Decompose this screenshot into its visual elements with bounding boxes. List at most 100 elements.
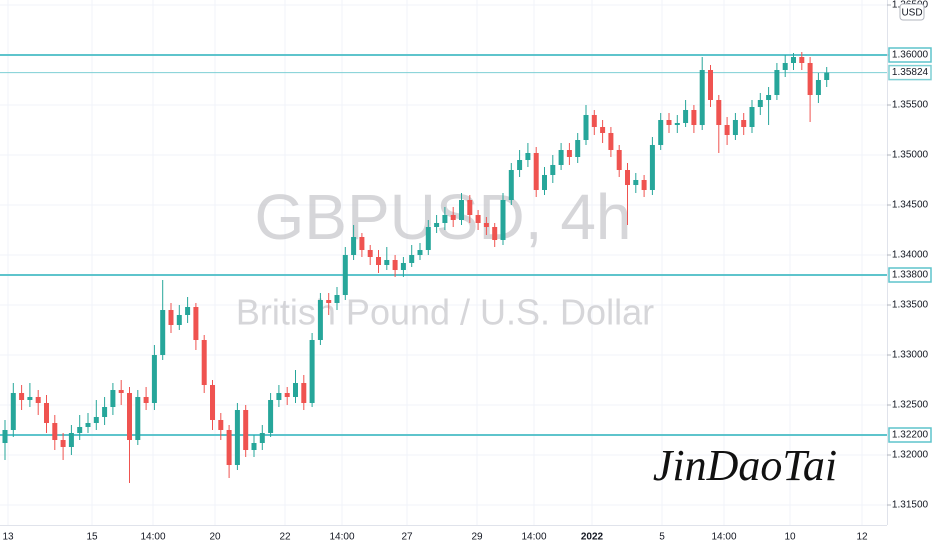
candle-body — [384, 260, 390, 265]
candle-body — [251, 443, 257, 450]
candle-body — [533, 153, 539, 190]
candle-body — [508, 170, 514, 200]
candle-body — [400, 263, 406, 270]
candle-body — [608, 133, 614, 150]
candle-body — [525, 153, 531, 160]
candle-body — [243, 410, 249, 450]
candle-body — [102, 407, 108, 417]
candle-body — [799, 57, 805, 63]
candle-body — [824, 72, 830, 80]
x-tick-label: 14:00 — [329, 532, 354, 543]
x-tick-label: 20 — [209, 532, 221, 543]
x-tick-label: 10 — [784, 532, 796, 543]
candle-body — [732, 120, 738, 135]
candle-body — [143, 397, 149, 403]
candle-body — [151, 355, 157, 403]
y-tick-label: 1.33500 — [892, 300, 929, 311]
x-tick-label: 12 — [856, 532, 868, 543]
candle-body — [160, 310, 166, 355]
candle-body — [566, 150, 572, 157]
candle-body — [19, 393, 25, 400]
level-label-box — [888, 47, 932, 63]
candle-body — [35, 397, 41, 403]
y-tick-label: 1.35000 — [892, 150, 929, 161]
candle-body — [683, 110, 689, 123]
candle-body — [583, 115, 589, 140]
candle-body — [749, 107, 755, 127]
candle-body — [118, 390, 124, 393]
x-tick-label: 5 — [659, 532, 665, 543]
candle-body — [483, 223, 489, 227]
x-tick-label: 14:00 — [140, 532, 165, 543]
candle-body — [442, 215, 448, 223]
x-tick-label: 27 — [401, 532, 413, 543]
y-tick-label: 1.31500 — [892, 500, 929, 511]
x-tick-label: 2022 — [581, 532, 604, 543]
candle-body — [44, 403, 49, 423]
candle-body — [268, 400, 274, 433]
level-label: 1.36000 — [892, 50, 929, 61]
candle-body — [293, 383, 298, 397]
y-tick-label: 1.33000 — [892, 350, 929, 361]
candle-body — [10, 393, 16, 430]
currency: USD — [901, 8, 922, 19]
level-label-box — [888, 64, 932, 81]
x-tick-label: 14:00 — [521, 532, 546, 543]
candle-body — [492, 227, 498, 240]
candle-body — [77, 427, 83, 433]
candle-body — [691, 110, 697, 125]
level-label: 1.35824 — [892, 67, 929, 78]
candle-body — [52, 423, 58, 440]
candle-body — [309, 340, 315, 403]
candle-body — [425, 227, 431, 250]
candle-body — [558, 150, 564, 165]
candle-body — [757, 100, 763, 107]
candle-body — [342, 255, 348, 295]
candle-body — [782, 63, 788, 70]
candle-body — [226, 430, 232, 465]
candle-body — [600, 127, 606, 133]
candle-body — [791, 57, 796, 63]
candle-body — [417, 250, 423, 255]
signature: JinDaoTai — [653, 441, 837, 490]
candle-body — [633, 180, 639, 185]
candle-body — [127, 393, 132, 440]
candle-body — [815, 80, 821, 95]
candle-body — [724, 125, 730, 135]
candle-body — [218, 420, 224, 430]
candle-body — [234, 410, 240, 465]
candle-body — [367, 250, 373, 257]
candle-body — [351, 237, 357, 255]
y-tick-label: 1.32000 — [892, 450, 929, 461]
candle-body — [517, 160, 523, 170]
candle-body — [392, 260, 398, 270]
candle-body — [575, 140, 581, 157]
candle-body — [708, 70, 713, 100]
candle-body — [110, 390, 116, 407]
candle-body — [409, 255, 415, 263]
y-tick-label: 1.34500 — [892, 200, 929, 211]
candle-body — [741, 120, 747, 127]
x-tick-label: 13 — [2, 532, 14, 543]
watermark-subtitle: British Pound / U.S. Dollar — [236, 292, 654, 333]
candle-body — [434, 223, 440, 227]
levels — [0, 54, 887, 436]
level-label: 1.33800 — [892, 270, 929, 281]
candle-body — [27, 397, 33, 400]
candle-body — [625, 170, 630, 185]
candle-body — [475, 215, 481, 223]
currency-box — [899, 3, 925, 21]
x-tick-label: 22 — [279, 532, 291, 543]
candle-body — [2, 430, 8, 443]
y-tick-label: 1.34000 — [892, 250, 929, 261]
candle-body — [616, 150, 622, 170]
y-tick-label: 1.32500 — [892, 400, 929, 411]
candle-body — [185, 307, 191, 315]
candle-body — [376, 257, 381, 265]
candle-body — [467, 200, 473, 215]
candle-body — [649, 145, 655, 190]
candle-body — [500, 200, 506, 240]
candle-body — [284, 393, 290, 397]
